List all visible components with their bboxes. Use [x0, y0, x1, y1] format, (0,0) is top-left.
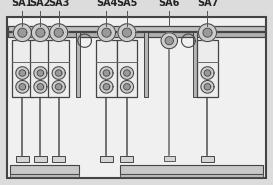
Bar [8, 32, 265, 37]
Polygon shape [50, 24, 68, 42]
Bar [10, 165, 79, 174]
Polygon shape [97, 24, 115, 42]
Bar [8, 26, 265, 31]
Polygon shape [124, 70, 130, 76]
Bar [49, 40, 69, 97]
Bar [120, 174, 263, 177]
Polygon shape [103, 70, 110, 76]
Polygon shape [123, 28, 132, 37]
Polygon shape [102, 28, 111, 37]
Text: SA7: SA7 [197, 0, 218, 8]
Polygon shape [54, 28, 63, 37]
Text: SA5: SA5 [116, 0, 138, 8]
Polygon shape [55, 84, 62, 90]
Polygon shape [37, 84, 44, 90]
Bar [16, 156, 29, 162]
Polygon shape [55, 70, 62, 76]
Bar [52, 156, 65, 162]
Polygon shape [204, 84, 211, 90]
Text: SA3: SA3 [48, 0, 69, 8]
Bar [197, 40, 218, 97]
Polygon shape [103, 84, 110, 90]
Bar [120, 165, 263, 174]
Bar [164, 156, 175, 161]
Polygon shape [19, 70, 26, 76]
Bar [96, 40, 117, 97]
Polygon shape [120, 67, 133, 79]
Polygon shape [100, 80, 113, 93]
Bar [10, 174, 79, 177]
Polygon shape [52, 80, 65, 93]
Polygon shape [37, 70, 44, 76]
Polygon shape [120, 80, 133, 93]
Bar [12, 40, 32, 97]
Text: SA6: SA6 [159, 0, 180, 8]
Polygon shape [18, 28, 27, 37]
Bar [34, 156, 47, 162]
Bar [76, 32, 80, 97]
Polygon shape [13, 24, 31, 42]
Polygon shape [100, 67, 113, 79]
Bar [120, 156, 133, 162]
Polygon shape [161, 33, 177, 49]
Polygon shape [201, 80, 214, 93]
Polygon shape [52, 67, 65, 79]
Bar [7, 17, 266, 178]
Polygon shape [124, 84, 130, 90]
Text: SA2: SA2 [30, 0, 51, 8]
Polygon shape [34, 67, 47, 79]
Bar [193, 32, 197, 97]
Polygon shape [201, 67, 214, 79]
Polygon shape [16, 67, 29, 79]
Polygon shape [34, 80, 47, 93]
Polygon shape [198, 24, 216, 42]
Polygon shape [165, 37, 173, 45]
Bar [117, 40, 137, 97]
Polygon shape [36, 28, 45, 37]
Text: SA1: SA1 [12, 0, 33, 8]
Polygon shape [118, 24, 136, 42]
Text: SA4: SA4 [96, 0, 117, 8]
Polygon shape [19, 84, 26, 90]
Polygon shape [203, 28, 212, 37]
Polygon shape [204, 70, 211, 76]
Polygon shape [16, 80, 29, 93]
Polygon shape [31, 24, 49, 42]
Bar [144, 32, 148, 97]
Bar [201, 156, 214, 162]
Bar [100, 156, 113, 162]
Bar [30, 40, 51, 97]
